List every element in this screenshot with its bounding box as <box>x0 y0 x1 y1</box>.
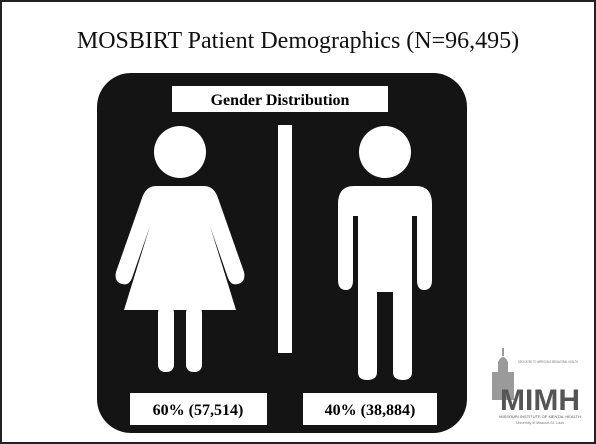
female-label: 60% (57,514) <box>153 402 244 419</box>
panel-title-box <box>172 86 388 112</box>
female-label-box <box>130 393 267 425</box>
logo-building <box>492 357 514 400</box>
logo: DEDICATED TO IMPROVING BEHAVIORAL HEALTH… <box>492 348 581 425</box>
logo-tagline: DEDICATED TO IMPROVING BEHAVIORAL HEALTH <box>518 359 578 364</box>
logo-full-name: MISSOURI INSTITUTE OF MENTAL HEALTH <box>499 414 581 419</box>
divider <box>278 125 292 353</box>
slide-title: MOSBIRT Patient Demographics (N=96,495) <box>77 28 519 54</box>
male-icon <box>338 126 432 380</box>
panel-title: Gender Distribution <box>211 92 350 109</box>
female-icon <box>115 126 245 372</box>
logo-university: University of Missouri-St. Louis <box>516 421 564 425</box>
male-label-box <box>303 393 437 425</box>
male-label: 40% (38,884) <box>325 402 416 419</box>
logo-spire <box>502 348 504 356</box>
logo-name: MIMH <box>500 384 580 417</box>
